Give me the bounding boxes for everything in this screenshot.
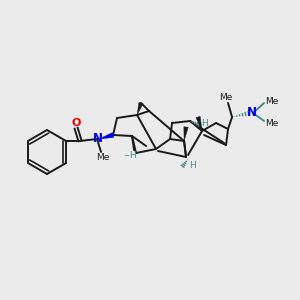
Text: Me: Me (266, 118, 279, 127)
Text: O: O (71, 118, 81, 128)
Polygon shape (99, 133, 114, 139)
Text: Me: Me (96, 152, 110, 161)
Text: Me: Me (266, 97, 279, 106)
Text: H: H (189, 160, 195, 169)
Polygon shape (196, 116, 202, 131)
Text: H: H (201, 119, 207, 128)
Text: ─: ─ (124, 153, 128, 159)
Polygon shape (184, 127, 188, 141)
Text: H: H (129, 152, 135, 160)
Text: N: N (93, 133, 103, 146)
Text: N: N (247, 106, 257, 118)
Text: Me: Me (219, 94, 233, 103)
Polygon shape (137, 102, 143, 115)
